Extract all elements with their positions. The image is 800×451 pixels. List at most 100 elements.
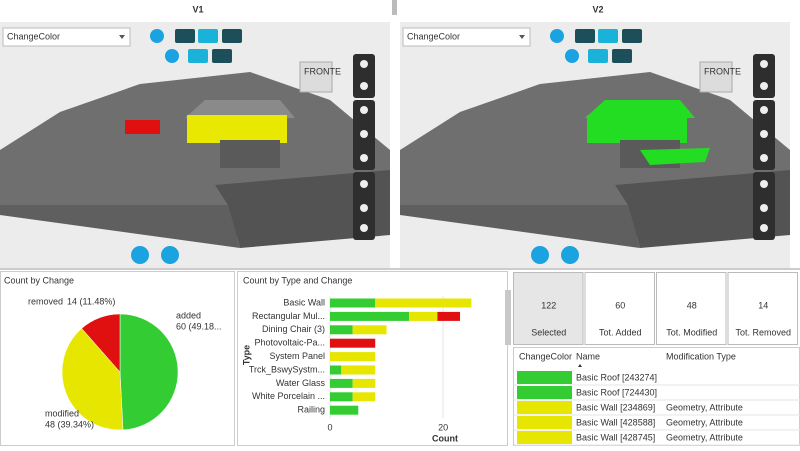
side-icon[interactable] <box>760 130 768 138</box>
y-tick-label: Photovoltaic-Pa... <box>254 338 325 348</box>
x-tick-label: 20 <box>438 422 448 432</box>
side-icon[interactable] <box>360 106 368 114</box>
model-box <box>699 61 733 93</box>
bar-segment <box>375 298 472 308</box>
tool-button[interactable] <box>198 29 218 43</box>
column-header[interactable]: Modification Type <box>666 351 736 361</box>
scrollbar[interactable] <box>505 290 511 345</box>
pie-label: removed <box>28 296 63 306</box>
side-icon[interactable] <box>760 154 768 162</box>
tool-button[interactable] <box>531 246 549 264</box>
cell: Basic Roof [724430] <box>576 387 657 397</box>
kpi-card <box>727 272 798 345</box>
tool-button[interactable] <box>622 29 642 43</box>
side-toolbar[interactable] <box>753 54 775 98</box>
tool-button[interactable] <box>222 29 242 43</box>
side-icon[interactable] <box>760 106 768 114</box>
floor <box>640 148 710 165</box>
side-icon[interactable] <box>760 60 768 68</box>
dropdown-value: ChangeColor <box>7 31 60 41</box>
side-icon[interactable] <box>360 82 368 90</box>
dropdown-arrow <box>119 35 125 39</box>
dropdown[interactable] <box>402 27 531 47</box>
bar-segment <box>437 311 461 321</box>
kpi-card <box>656 272 727 345</box>
bar-segment <box>341 365 376 375</box>
column-header[interactable]: Name <box>576 351 600 361</box>
chart-title: Count by Change <box>4 275 74 285</box>
bar-segment <box>330 392 353 402</box>
tool-button[interactable] <box>598 29 618 43</box>
kpi-card <box>513 272 584 345</box>
tool-button[interactable] <box>165 49 179 63</box>
side-icon[interactable] <box>760 224 768 232</box>
side-icon[interactable] <box>360 60 368 68</box>
bar-segment <box>330 325 353 335</box>
terrain-edge <box>0 205 240 248</box>
tool-button[interactable] <box>588 49 608 63</box>
splitter <box>392 0 397 15</box>
cell: Basic Roof [243274] <box>576 372 657 382</box>
tool-button[interactable] <box>175 29 195 43</box>
side-icon[interactable] <box>760 82 768 90</box>
bar-segment <box>330 365 342 375</box>
model-label: FRONTE <box>704 66 741 76</box>
model-box <box>299 61 333 93</box>
color-swatch <box>517 371 572 384</box>
side-icon[interactable] <box>360 154 368 162</box>
y-tick-label: White Porcelain ... <box>252 391 325 401</box>
y-tick-label: Basic Wall <box>283 297 325 307</box>
side-icon[interactable] <box>360 180 368 188</box>
tool-button[interactable] <box>212 49 232 63</box>
y-tick-label: Water Glass <box>276 378 326 388</box>
dropdown[interactable] <box>2 27 131 47</box>
bar-segment <box>330 405 359 415</box>
removed-element <box>125 120 160 134</box>
building <box>587 115 687 143</box>
chart-title: Count by Type and Change <box>243 275 352 285</box>
cell: Geometry, Attribute <box>666 417 743 427</box>
dropdown-value: ChangeColor <box>407 31 460 41</box>
cell: Basic Wall [428588] <box>576 417 655 427</box>
tool-button[interactable] <box>565 49 579 63</box>
model-label: FRONTE <box>304 66 341 76</box>
side-icon[interactable] <box>360 224 368 232</box>
side-icon[interactable] <box>760 204 768 212</box>
x-axis-label: Count <box>432 433 458 443</box>
tool-button[interactable] <box>161 246 179 264</box>
cliff <box>615 170 790 248</box>
pie-value-label: 14 (11.48%) <box>67 296 115 306</box>
color-swatch <box>517 386 572 399</box>
bar-segment <box>330 338 376 348</box>
viewer-label: V2 <box>592 4 603 14</box>
tool-button[interactable] <box>561 246 579 264</box>
y-tick-label: Trck_BswySystm... <box>249 364 325 374</box>
pie-value-label: 60 (49.18... <box>176 321 222 331</box>
dropdown-arrow <box>519 35 525 39</box>
tool-button[interactable] <box>612 49 632 63</box>
kpi-label: Tot. Removed <box>735 327 791 337</box>
tool-button[interactable] <box>575 29 595 43</box>
y-tick-label: Rectangular Mul... <box>252 311 325 321</box>
tool-button[interactable] <box>550 29 564 43</box>
side-icon[interactable] <box>360 204 368 212</box>
cliff <box>215 170 390 248</box>
side-icon[interactable] <box>760 180 768 188</box>
building <box>187 115 287 143</box>
y-axis-label: Type <box>241 345 251 365</box>
side-icon[interactable] <box>360 130 368 138</box>
roof <box>185 100 295 118</box>
column-header[interactable]: ChangeColor <box>519 351 572 361</box>
cell: Geometry, Attribute <box>666 402 743 412</box>
cell: Basic Wall [428745] <box>576 432 655 442</box>
sort-arrow <box>578 364 582 367</box>
kpi-value: 48 <box>687 300 697 310</box>
x-tick-label: 0 <box>327 422 332 432</box>
tool-button[interactable] <box>150 29 164 43</box>
cell: Geometry, Attribute <box>666 432 743 442</box>
tool-button[interactable] <box>188 49 208 63</box>
side-toolbar[interactable] <box>353 54 375 98</box>
tool-button[interactable] <box>131 246 149 264</box>
kpi-label: Tot. Added <box>599 327 642 337</box>
kpi-value: 60 <box>615 300 625 310</box>
